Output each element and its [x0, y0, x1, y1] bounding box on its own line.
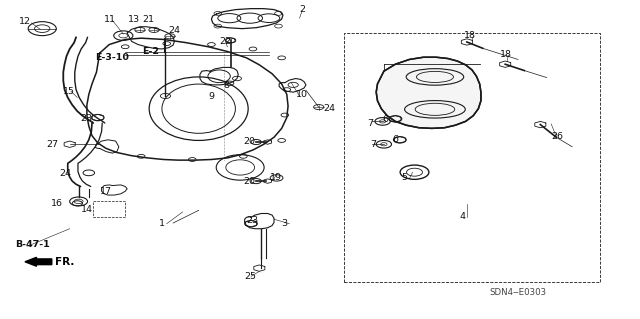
Text: 23: 23: [246, 216, 259, 225]
Text: 20: 20: [243, 177, 255, 186]
FancyArrow shape: [25, 257, 52, 266]
Text: 24: 24: [60, 169, 72, 178]
Text: 11: 11: [104, 15, 116, 24]
Text: SDN4‒E0303: SDN4‒E0303: [490, 288, 547, 297]
Text: 2: 2: [300, 5, 305, 14]
Text: B-47-1: B-47-1: [15, 240, 49, 249]
Text: 14: 14: [81, 205, 93, 214]
Text: 1: 1: [159, 219, 165, 228]
Text: 15: 15: [63, 87, 76, 96]
Text: 6: 6: [383, 115, 388, 124]
Text: 17: 17: [100, 187, 111, 197]
Text: 4: 4: [460, 211, 465, 220]
Text: 24: 24: [323, 104, 335, 113]
Text: 20: 20: [243, 137, 255, 146]
Text: FR.: FR.: [55, 257, 74, 267]
Text: 6: 6: [393, 135, 399, 144]
Text: 21: 21: [143, 15, 154, 24]
Text: 22: 22: [219, 38, 231, 47]
Text: 7: 7: [367, 119, 373, 128]
Text: 12: 12: [19, 17, 31, 26]
Text: E-3-10: E-3-10: [95, 53, 129, 62]
Text: 27: 27: [47, 140, 59, 149]
Text: 13: 13: [129, 15, 141, 24]
Text: 3: 3: [282, 219, 288, 228]
Text: 25: 25: [244, 272, 257, 281]
Text: 24: 24: [168, 26, 180, 35]
Text: 9: 9: [208, 92, 214, 101]
Text: 26: 26: [551, 132, 563, 141]
Text: 7: 7: [370, 140, 376, 149]
Text: 10: 10: [296, 90, 308, 99]
Text: 23: 23: [81, 114, 93, 123]
Text: 5: 5: [402, 174, 408, 182]
Polygon shape: [376, 57, 481, 128]
Text: 18: 18: [500, 50, 512, 59]
Text: 18: 18: [464, 31, 476, 40]
Text: E-2: E-2: [143, 47, 159, 56]
Text: 19: 19: [270, 174, 282, 182]
Text: 16: 16: [51, 199, 63, 208]
Text: 8: 8: [223, 81, 229, 90]
